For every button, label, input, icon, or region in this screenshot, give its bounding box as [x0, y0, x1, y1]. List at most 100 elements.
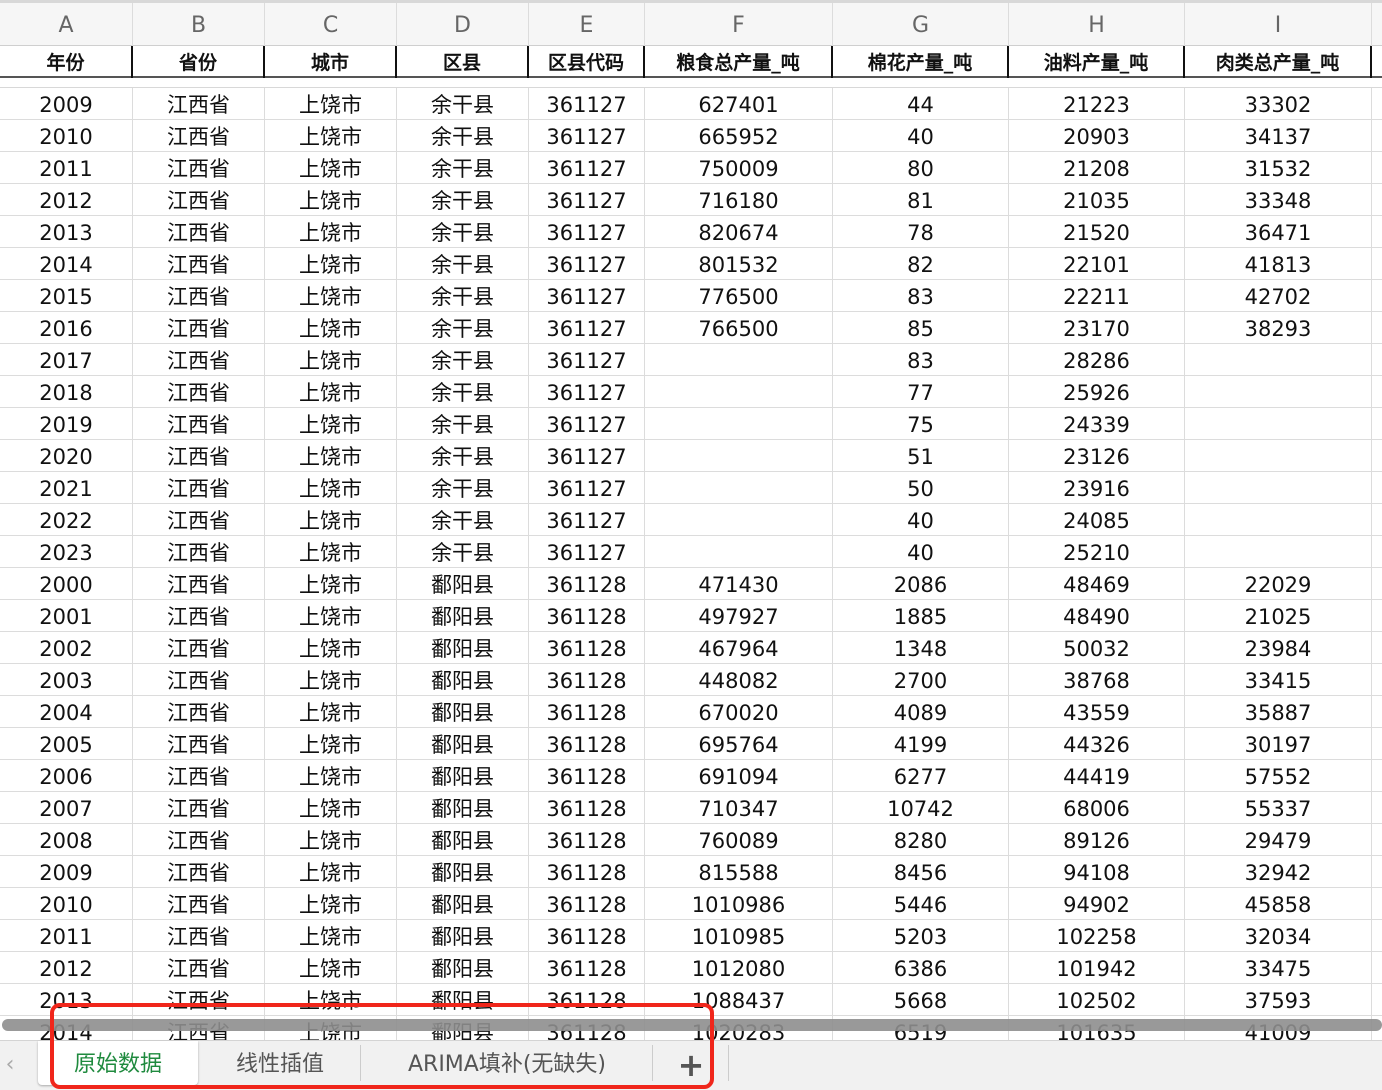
- field-header[interactable]: 肉类总产量_吨: [1185, 46, 1372, 78]
- cell[interactable]: 上饶市: [265, 184, 397, 216]
- cell[interactable]: 2016: [0, 312, 133, 344]
- cell[interactable]: 2020: [0, 440, 133, 472]
- cell[interactable]: 25210: [1009, 536, 1185, 568]
- cell[interactable]: 1348: [833, 632, 1009, 664]
- cell[interactable]: 361127: [529, 472, 645, 504]
- cell[interactable]: 2009: [0, 88, 133, 120]
- cell[interactable]: 上饶市: [265, 984, 397, 1016]
- field-header[interactable]: 粮食总产量_吨: [645, 46, 833, 78]
- cell[interactable]: 上饶市: [265, 88, 397, 120]
- cell[interactable]: 2023: [0, 536, 133, 568]
- cell[interactable]: 695764: [645, 728, 833, 760]
- cell[interactable]: 上饶市: [265, 728, 397, 760]
- cell[interactable]: 81: [833, 184, 1009, 216]
- field-header[interactable]: 棉花产量_吨: [833, 46, 1009, 78]
- cell[interactable]: 2021: [0, 472, 133, 504]
- cell[interactable]: 32942: [1185, 856, 1372, 888]
- cell[interactable]: 361128: [529, 600, 645, 632]
- cell[interactable]: 361127: [529, 280, 645, 312]
- add-sheet-button[interactable]: +: [677, 1046, 705, 1084]
- cell[interactable]: 29479: [1185, 824, 1372, 856]
- column-header-I[interactable]: I: [1185, 3, 1372, 46]
- cell[interactable]: 上饶市: [265, 312, 397, 344]
- cell[interactable]: 80: [833, 152, 1009, 184]
- cell[interactable]: 50: [833, 472, 1009, 504]
- cell[interactable]: 41813: [1185, 248, 1372, 280]
- cell[interactable]: 2000: [0, 568, 133, 600]
- cell[interactable]: 89126: [1009, 824, 1185, 856]
- cell[interactable]: 68006: [1009, 792, 1185, 824]
- cell[interactable]: 余干县: [397, 408, 529, 440]
- cell[interactable]: 33302: [1185, 88, 1372, 120]
- column-header-A[interactable]: A: [0, 3, 133, 46]
- cell[interactable]: 43559: [1009, 696, 1185, 728]
- cell[interactable]: 上饶市: [265, 920, 397, 952]
- cell[interactable]: 361127: [529, 216, 645, 248]
- cell[interactable]: 上饶市: [265, 280, 397, 312]
- cell[interactable]: [645, 472, 833, 504]
- cell[interactable]: 2013: [0, 984, 133, 1016]
- cell[interactable]: 1088437: [645, 984, 833, 1016]
- cell[interactable]: [645, 440, 833, 472]
- cell[interactable]: 361127: [529, 248, 645, 280]
- cell[interactable]: 361127: [529, 184, 645, 216]
- field-header[interactable]: 油料产量_吨: [1009, 46, 1185, 78]
- cell[interactable]: 361128: [529, 696, 645, 728]
- cell[interactable]: 776500: [645, 280, 833, 312]
- cell[interactable]: 57552: [1185, 760, 1372, 792]
- cell[interactable]: 2002: [0, 632, 133, 664]
- cell[interactable]: 2001: [0, 600, 133, 632]
- cell[interactable]: 102502: [1009, 984, 1185, 1016]
- cell[interactable]: 上饶市: [265, 504, 397, 536]
- cell[interactable]: 33415: [1185, 664, 1372, 696]
- cell[interactable]: 鄱阳县: [397, 952, 529, 984]
- cell[interactable]: 361127: [529, 408, 645, 440]
- cell[interactable]: 361127: [529, 312, 645, 344]
- field-header[interactable]: 区县代码: [529, 46, 645, 78]
- cell[interactable]: 44326: [1009, 728, 1185, 760]
- column-header-B[interactable]: B: [133, 3, 265, 46]
- cell[interactable]: 上饶市: [265, 568, 397, 600]
- cell[interactable]: 50032: [1009, 632, 1185, 664]
- cell[interactable]: 710347: [645, 792, 833, 824]
- cell[interactable]: 38293: [1185, 312, 1372, 344]
- cell[interactable]: [1185, 376, 1372, 408]
- cell[interactable]: 江西省: [133, 888, 265, 920]
- cell[interactable]: 38768: [1009, 664, 1185, 696]
- cell[interactable]: 33475: [1185, 952, 1372, 984]
- column-header-H[interactable]: H: [1009, 3, 1185, 46]
- cell[interactable]: 上饶市: [265, 760, 397, 792]
- cell[interactable]: 37593: [1185, 984, 1372, 1016]
- cell[interactable]: 33348: [1185, 184, 1372, 216]
- cell[interactable]: 2012: [0, 952, 133, 984]
- cell[interactable]: 鄱阳县: [397, 568, 529, 600]
- cell[interactable]: 361127: [529, 120, 645, 152]
- cell[interactable]: 上饶市: [265, 120, 397, 152]
- cell[interactable]: 44419: [1009, 760, 1185, 792]
- cell[interactable]: 22101: [1009, 248, 1185, 280]
- cell[interactable]: 鄱阳县: [397, 984, 529, 1016]
- cell[interactable]: 94902: [1009, 888, 1185, 920]
- cell[interactable]: 760089: [645, 824, 833, 856]
- cell[interactable]: 江西省: [133, 600, 265, 632]
- cell[interactable]: 上饶市: [265, 600, 397, 632]
- cell[interactable]: [1185, 504, 1372, 536]
- column-header-E[interactable]: E: [529, 3, 645, 46]
- cell[interactable]: 361128: [529, 856, 645, 888]
- cell[interactable]: 48490: [1009, 600, 1185, 632]
- cell[interactable]: 江西省: [133, 344, 265, 376]
- cell[interactable]: 21025: [1185, 600, 1372, 632]
- cell[interactable]: 2011: [0, 152, 133, 184]
- cell[interactable]: 83: [833, 344, 1009, 376]
- tab-scroll-left-icon[interactable]: ‹: [5, 1052, 15, 1077]
- cell[interactable]: 94108: [1009, 856, 1185, 888]
- cell[interactable]: 上饶市: [265, 216, 397, 248]
- cell[interactable]: 361128: [529, 664, 645, 696]
- cell[interactable]: 上饶市: [265, 248, 397, 280]
- cell[interactable]: 2010: [0, 888, 133, 920]
- cell[interactable]: 21520: [1009, 216, 1185, 248]
- cell[interactable]: 余干县: [397, 280, 529, 312]
- cell[interactable]: 江西省: [133, 376, 265, 408]
- cell[interactable]: 83: [833, 280, 1009, 312]
- column-header-G[interactable]: G: [833, 3, 1009, 46]
